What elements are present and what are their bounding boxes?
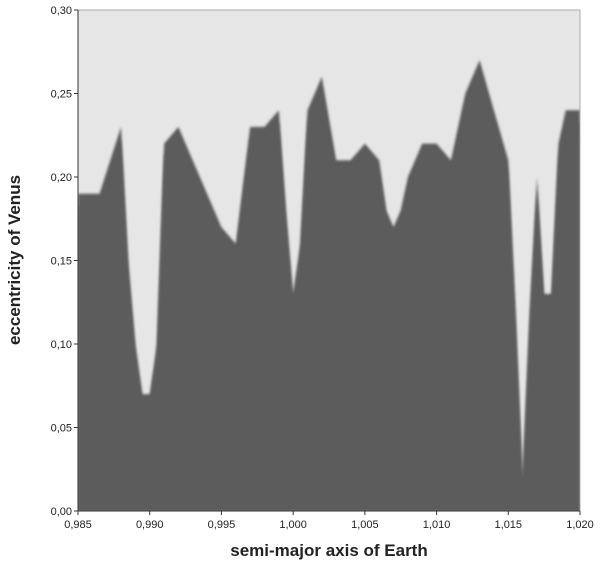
x-axis-title: semi-major axis of Earth xyxy=(230,541,427,560)
y-tick-label: 0,20 xyxy=(51,172,72,184)
contour-band-level0 xyxy=(78,60,580,511)
y-tick-label: 0,25 xyxy=(51,89,72,101)
y-axis: 0,00 0,05 0,10 0,15 0,20 0,25 0,30 xyxy=(51,5,79,518)
y-tick-label: 0,10 xyxy=(51,339,72,351)
x-tick-label: 0,990 xyxy=(136,519,164,531)
x-axis: 0,985 0,990 0,995 1,000 1,005 1,010 1,015 1,020 xyxy=(64,510,594,531)
x-tick-label: 1,005 xyxy=(351,519,379,531)
x-tick-label: 1,020 xyxy=(566,519,594,531)
x-tick-label: 0,985 xyxy=(64,519,92,531)
y-tick-label: 0,00 xyxy=(51,506,72,518)
x-tick-label: 1,000 xyxy=(279,519,307,531)
x-tick-label: 1,015 xyxy=(495,519,523,531)
y-tick-label: 0,05 xyxy=(51,423,72,435)
y-axis-title: eccentricity of Venus xyxy=(5,175,24,345)
y-tick-label: 0,15 xyxy=(51,256,72,268)
x-tick-label: 1,010 xyxy=(423,519,451,531)
contour-layers xyxy=(78,60,580,511)
y-tick-label: 0,30 xyxy=(51,5,72,17)
x-tick-label: 0,995 xyxy=(208,519,236,531)
